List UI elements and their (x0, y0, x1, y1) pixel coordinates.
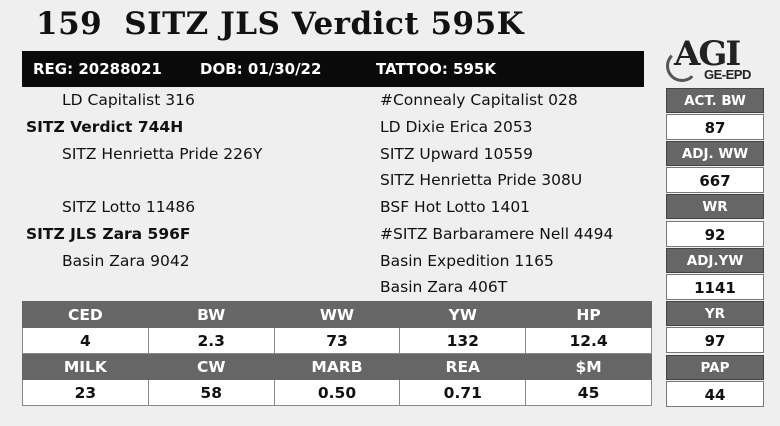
animal-title: 159 SITZ JLS Verdict 595K (36, 6, 524, 42)
dam-dam: Basin Zara 9042 (62, 252, 190, 270)
tattoo: TATTOO: 595K (376, 60, 496, 78)
stat-value-pap: 44 (666, 381, 764, 407)
stat-value-adj-yw: 1141 (666, 274, 764, 300)
epd-header-rea: REA (399, 353, 527, 380)
lot-number: 159 (36, 6, 103, 42)
epd-value-hp: 12.4 (525, 327, 652, 354)
epd-header-dollar-m: $M (525, 353, 652, 380)
logo-epd-text: GE-EPD (704, 67, 751, 82)
stat-label-adj-yw: ADJ.YW (666, 248, 764, 273)
stat-label-act-bw: ACT. BW (666, 88, 764, 113)
stat-value-yr: 97 (666, 327, 764, 353)
sire: SITZ Verdict 744H (26, 118, 184, 136)
grand-ancestor-3: SITZ Upward 10559 (380, 145, 533, 163)
epd-table: CED BW WW YW HP 4 2.3 73 132 12.4 MILK C… (22, 301, 652, 406)
epd-value-bw: 2.3 (147, 327, 275, 354)
dam-sire: SITZ Lotto 11486 (62, 198, 196, 216)
grand-ancestor-6: #SITZ Barbaramere Nell 4494 (380, 225, 614, 243)
epd-header-cw: CW (147, 353, 275, 380)
epd-value-rea: 0.71 (399, 379, 527, 406)
grand-ancestor-5: BSF Hot Lotto 1401 (380, 198, 531, 216)
grand-ancestor-4: SITZ Henrietta Pride 308U (380, 171, 583, 189)
agi-logo: AGI GE-EPD (664, 34, 764, 86)
epd-value-row: 23 58 0.50 0.71 45 (22, 379, 652, 406)
grand-ancestor-2: LD Dixie Erica 2053 (380, 118, 533, 136)
epd-header-marb: MARB (273, 353, 401, 380)
epd-value-yw: 132 (399, 327, 527, 354)
epd-header-bw: BW (147, 301, 275, 328)
epd-value-ced: 4 (22, 327, 149, 354)
epd-value-ww: 73 (273, 327, 401, 354)
stat-value-act-bw: 87 (666, 114, 764, 140)
epd-header-ced: CED (22, 301, 149, 328)
stat-value-adj-ww: 667 (666, 167, 764, 193)
epd-header-hp: HP (525, 301, 652, 328)
epd-header-yw: YW (399, 301, 527, 328)
animal-name: SITZ JLS Verdict 595K (124, 6, 525, 42)
epd-value-dollar-m: 45 (525, 379, 652, 406)
epd-header-row: CED BW WW YW HP (22, 301, 652, 328)
epd-value-marb: 0.50 (273, 379, 401, 406)
epd-value-cw: 58 (147, 379, 275, 406)
grand-ancestor-8: Basin Zara 406T (380, 278, 508, 296)
epd-value-milk: 23 (22, 379, 149, 406)
epd-header-ww: WW (273, 301, 401, 328)
stat-label-pap: PAP (666, 355, 764, 380)
stat-value-wr: 92 (666, 221, 764, 247)
epd-header-row: MILK CW MARB REA $M (22, 353, 652, 380)
sire-dam: SITZ Henrietta Pride 226Y (62, 145, 263, 163)
stat-label-yr: YR (666, 301, 764, 326)
birth-date: DOB: 01/30/22 (200, 60, 322, 78)
epd-value-row: 4 2.3 73 132 12.4 (22, 327, 652, 354)
grand-ancestor-1: #Connealy Capitalist 028 (380, 91, 578, 109)
logo-agi-text: AGI (674, 34, 741, 74)
epd-header-milk: MILK (22, 353, 149, 380)
dam: SITZ JLS Zara 596F (26, 225, 191, 243)
sire-sire: LD Capitalist 316 (62, 91, 195, 109)
stat-label-adj-ww: ADJ. WW (666, 141, 764, 166)
logo-swoosh-icon (666, 50, 698, 82)
reg-number: REG: 20288021 (33, 60, 162, 78)
registration-bar: REG: 20288021 DOB: 01/30/22 TATTOO: 595K (22, 51, 644, 87)
stat-label-wr: WR (666, 194, 764, 219)
grand-ancestor-7: Basin Expedition 1165 (380, 252, 554, 270)
